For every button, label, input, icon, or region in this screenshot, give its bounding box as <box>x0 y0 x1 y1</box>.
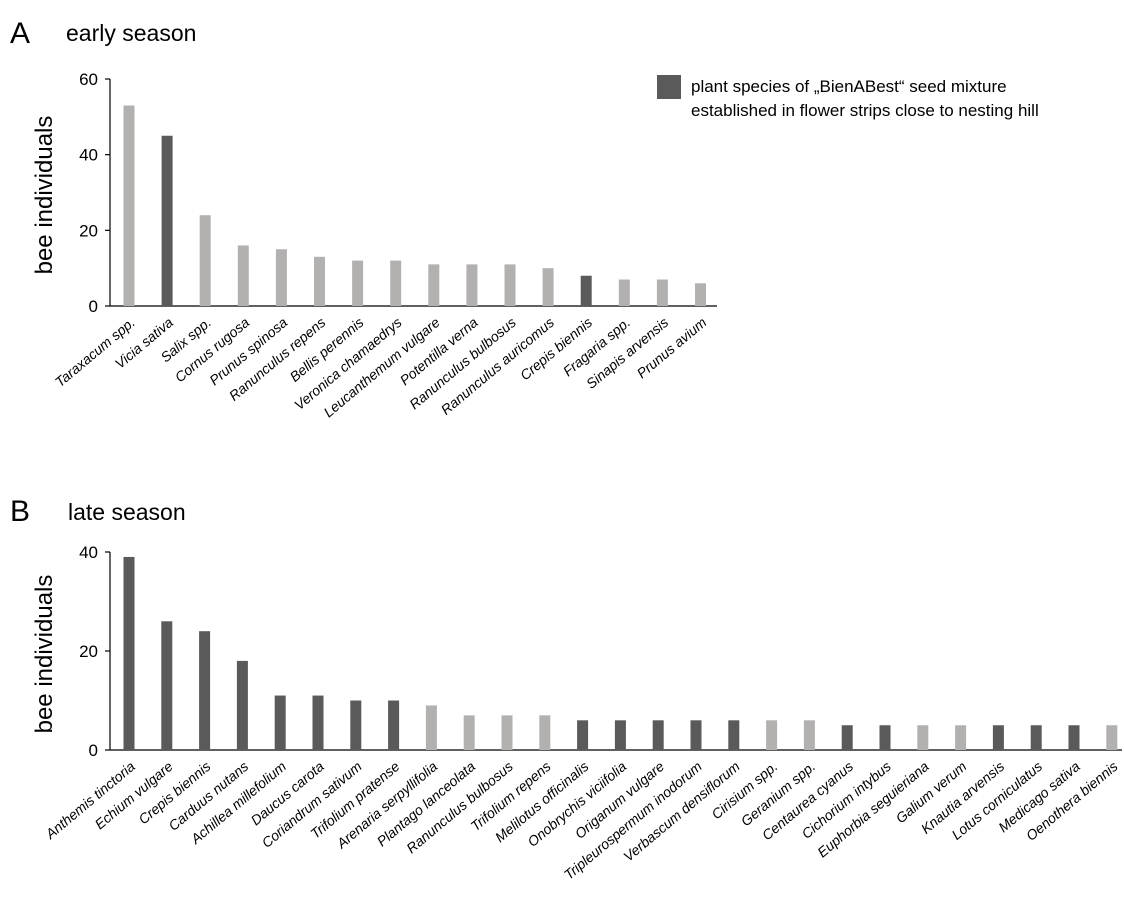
panel-b-bar-melilotus-officinalis <box>577 720 589 750</box>
panel-b-bar-echium-vulgare <box>161 621 173 750</box>
legend-line-1: plant species of „BienABest“ seed mixtur… <box>691 77 1007 96</box>
panel-a-bar-leucanthemum-vulgare <box>428 264 440 306</box>
panel-b-bar-achillea-millefolium <box>274 695 286 750</box>
panel-a-bar-prunus-spinosa <box>275 249 287 306</box>
panel-b-bar-cichorium-intybus <box>879 725 891 750</box>
panel-a-y-tick-label: 40 <box>79 146 98 165</box>
panel-b-bar-euphorbia-seguieriana <box>917 725 929 750</box>
panel-b-bar-cirisium-spp <box>766 720 778 750</box>
panel-b-y-tick-label: 20 <box>79 642 98 661</box>
panel-b-bar-crepis-biennis <box>199 631 211 750</box>
panel-a-ylabel: bee individuals <box>31 116 58 275</box>
panel-a-bar-ranunculus-repens <box>314 256 325 306</box>
panel-a-y-tick-label: 20 <box>79 221 98 240</box>
panel-b-y-tick-label: 0 <box>89 741 98 760</box>
panel-b-bar-trifolium-pratense <box>388 700 400 750</box>
panel-a-bar-fragaria-spp <box>618 279 630 306</box>
panel-b-bar-geranium-spp <box>803 720 815 750</box>
panel-b-bar-ranunculus-bulbosus <box>501 715 513 750</box>
panel-b-bar-daucus-carota <box>312 695 324 750</box>
panel-a-bar-veronica-chamaedrys <box>390 260 402 306</box>
panel-b-label: B <box>10 495 30 528</box>
panel-a-title: early season <box>66 20 196 46</box>
panel-b-bar-trifolium-repens <box>539 715 551 750</box>
panel-b-bar-coriandrum-sativum <box>350 700 362 750</box>
panel-b-ylabel: bee individuals <box>31 575 58 734</box>
panel-b-bar-galium-verum <box>955 725 967 750</box>
panel-b-bar-oenothera-biennis <box>1106 725 1118 750</box>
panel-a-label: A <box>10 17 30 50</box>
panel-b-title: late season <box>68 499 186 525</box>
panel-b-bar-verbascum-densiflorum <box>728 720 740 750</box>
panel-a-bar-potentilla-verna <box>466 264 478 306</box>
panel-b-bar-knautia-arvensis <box>992 725 1004 750</box>
panel-a-bar-ranunculus-auricomus <box>542 268 554 306</box>
panel-b-bar-onobrychis-viciifolia <box>614 720 626 750</box>
panel-a-bar-taraxacum-spp <box>123 105 135 306</box>
panel-b-bar-centaurea-cyanus <box>841 725 853 750</box>
panel-a-bar-crepis-biennis <box>580 275 592 306</box>
panel-b-bar-carduus-nutans <box>236 660 248 750</box>
panel-a-bar-bellis-perennis <box>352 260 364 306</box>
panel-b-bar-anthemis-tinctoria <box>123 556 135 750</box>
legend-swatch <box>657 75 681 99</box>
panel-a-bar-ranunculus-bulbosus <box>504 264 516 306</box>
panel-b-bar-arenaria-serpyllifolia <box>425 705 437 750</box>
panel-b-bar-tripleurospermum-inodorum <box>690 720 702 750</box>
panel-b-bar-lotus-corniculatus <box>1030 725 1042 750</box>
panel-a-bar-salix-spp <box>199 215 211 306</box>
panel-b-y-tick-label: 40 <box>79 543 98 562</box>
panel-b-bar-medicago-sativa <box>1068 725 1080 750</box>
panel-a-bar-sinapis-arvensis <box>656 279 668 306</box>
legend-line-2: established in flower strips close to ne… <box>691 101 1039 120</box>
panel-a-bar-prunus-avium <box>695 283 706 306</box>
panel-a-y-tick-label: 60 <box>79 70 98 89</box>
panel-a-y-tick-label: 0 <box>89 297 98 316</box>
panel-b-bar-origanum-vulgare <box>652 720 664 750</box>
panel-b-bar-plantago-lanceolata <box>463 715 475 750</box>
panel-a-bar-vicia-sativa <box>161 135 173 306</box>
panel-a-bar-cornus-rugosa <box>237 245 249 306</box>
